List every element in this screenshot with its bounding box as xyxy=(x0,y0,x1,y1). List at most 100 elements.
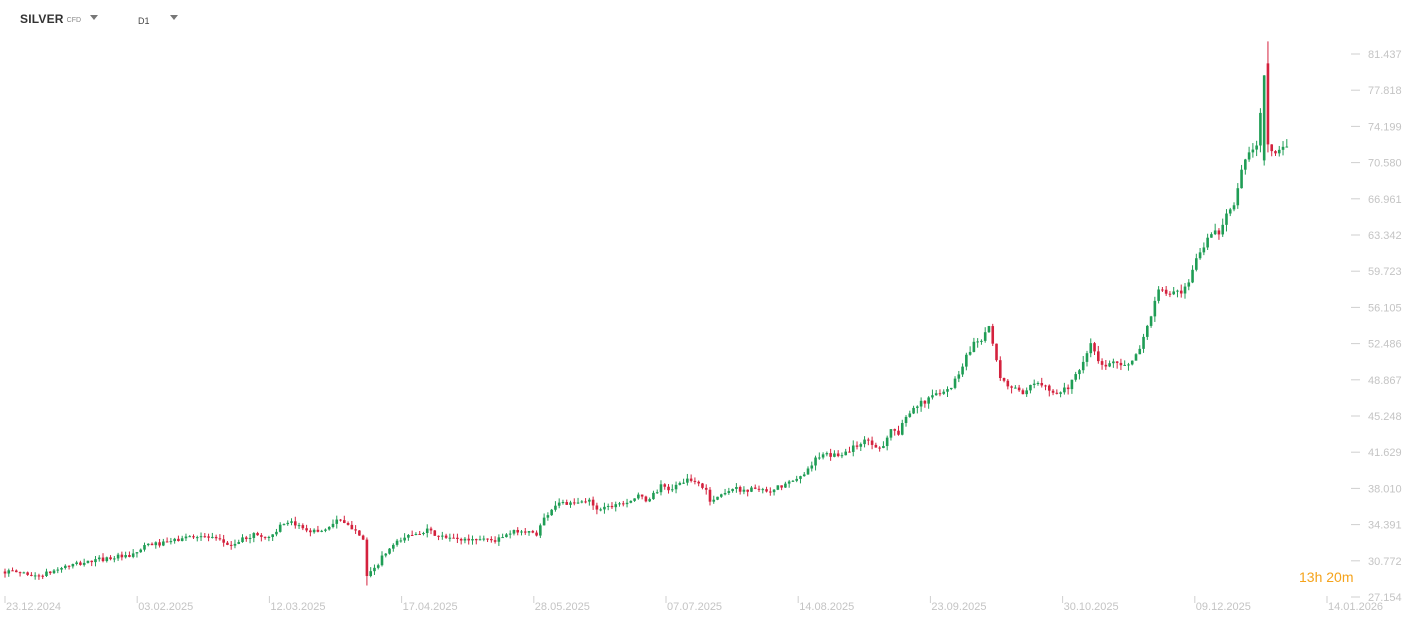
candle-body-up xyxy=(248,537,252,540)
candle-body-up xyxy=(670,489,674,491)
candle-body-up xyxy=(1081,361,1085,371)
candle-body-up xyxy=(539,525,542,536)
candle-body-down xyxy=(301,525,305,529)
candle-body-up xyxy=(580,501,584,503)
candle-body-up xyxy=(324,529,327,531)
candle-body-up xyxy=(1213,230,1217,235)
candle-body-down xyxy=(101,557,105,562)
candle-body-down xyxy=(339,519,342,521)
candle-body-up xyxy=(1142,336,1145,349)
x-tick-label: 17.04.2025 xyxy=(403,601,458,613)
y-tick-label: 63.342 xyxy=(1368,230,1402,242)
candle-body-up xyxy=(750,487,753,492)
candle-body-down xyxy=(584,501,587,503)
timeframe-dropdown-chevron-down-icon[interactable] xyxy=(169,14,178,20)
candle-body-down xyxy=(177,538,180,542)
candle-body-up xyxy=(957,374,961,379)
candle-body-up xyxy=(916,406,919,408)
x-tick-label: 30.10.2025 xyxy=(1064,601,1119,613)
candle-body-down xyxy=(41,575,44,577)
candle-body-down xyxy=(663,484,667,487)
candle-body-down xyxy=(765,489,768,492)
candle-body-up xyxy=(143,545,146,550)
candle-body-up xyxy=(425,528,429,534)
candle-body-down xyxy=(192,536,195,538)
candle-body-up xyxy=(761,489,765,491)
candle-body-down xyxy=(1093,343,1096,352)
candle-body-up xyxy=(1130,360,1134,365)
candle-body-up xyxy=(139,549,143,553)
candle-body-up xyxy=(723,493,727,495)
candle-body-up xyxy=(403,537,406,541)
candle-body-down xyxy=(591,499,595,506)
candle-body-up xyxy=(131,553,135,557)
candle-body-down xyxy=(644,496,648,502)
candle-body-down xyxy=(757,488,761,490)
candle-body-up xyxy=(731,488,734,492)
symbol-dropdown-chevron-down-icon[interactable] xyxy=(90,14,99,20)
candle-body-down xyxy=(998,360,1002,379)
candle-body-up xyxy=(1202,247,1206,253)
candle-body-down xyxy=(746,489,749,492)
candle-body-up xyxy=(851,445,855,452)
candle-body-up xyxy=(482,538,486,540)
candle-body-down xyxy=(1161,289,1164,291)
candle-body-up xyxy=(606,505,610,507)
candle-body-up xyxy=(557,502,561,506)
candle-body-up xyxy=(588,499,591,502)
candle-body-up xyxy=(233,543,237,546)
candle-body-up xyxy=(64,565,67,568)
candle-body-up xyxy=(949,387,953,390)
candle-body-up xyxy=(791,480,795,482)
candle-body-up xyxy=(825,453,829,455)
candle-body-up xyxy=(1085,353,1089,362)
timeframe-selector[interactable]: D1 xyxy=(138,16,150,26)
candle-body-up xyxy=(271,534,274,537)
candle-body-down xyxy=(18,572,22,574)
y-tick-label: 41.629 xyxy=(1368,447,1402,459)
candle-body-up xyxy=(542,517,546,526)
candle-body-up xyxy=(629,500,633,503)
time-axis: 23.12.2024 03.02.2025 12.03.2025 17.04.2025… xyxy=(4,596,1383,613)
candle-body-up xyxy=(1225,213,1228,225)
candle-body-down xyxy=(1017,387,1021,391)
candle-body-down xyxy=(1044,385,1047,387)
candle-body-down xyxy=(1051,390,1055,393)
candle-body-down xyxy=(15,570,18,573)
candle-body-down xyxy=(459,538,463,541)
candle-body-up xyxy=(859,444,863,447)
candle-body-up xyxy=(561,502,565,504)
candle-body-down xyxy=(429,528,433,531)
candle-body-down xyxy=(158,542,161,546)
candle-body-down xyxy=(870,440,874,445)
symbol-name[interactable]: SILVER xyxy=(20,12,64,26)
candle-body-up xyxy=(799,476,802,479)
y-tick-label: 48.867 xyxy=(1368,375,1402,387)
candle-body-down xyxy=(897,430,900,435)
candle-body-down xyxy=(1097,351,1100,362)
candle-body-up xyxy=(7,570,11,574)
candle-body-up xyxy=(82,562,86,565)
candle-body-down xyxy=(120,554,124,558)
candle-body-up xyxy=(900,423,904,435)
candle-body-up xyxy=(1127,364,1130,366)
candle-body-up xyxy=(1123,364,1126,366)
candle-body-up xyxy=(882,446,885,449)
candle-body-up xyxy=(787,481,791,484)
candle-body-up xyxy=(833,453,836,457)
candle-body-up xyxy=(716,496,719,500)
candle-body-up xyxy=(1281,146,1285,150)
y-tick-label: 59.723 xyxy=(1368,266,1402,278)
candle-body-up xyxy=(1285,146,1289,148)
candle-body-down xyxy=(244,537,248,540)
candle-body-down xyxy=(354,529,357,531)
candle-body-up xyxy=(162,541,165,546)
candle-body-down xyxy=(226,542,229,545)
candle-body-up xyxy=(720,494,723,497)
candle-body-up xyxy=(946,389,949,392)
candle-body-up xyxy=(1176,290,1179,292)
candle-body-up xyxy=(1134,354,1138,361)
symbol-type-badge: CFD xyxy=(66,16,82,24)
x-tick-label: 14.08.2025 xyxy=(799,601,854,613)
